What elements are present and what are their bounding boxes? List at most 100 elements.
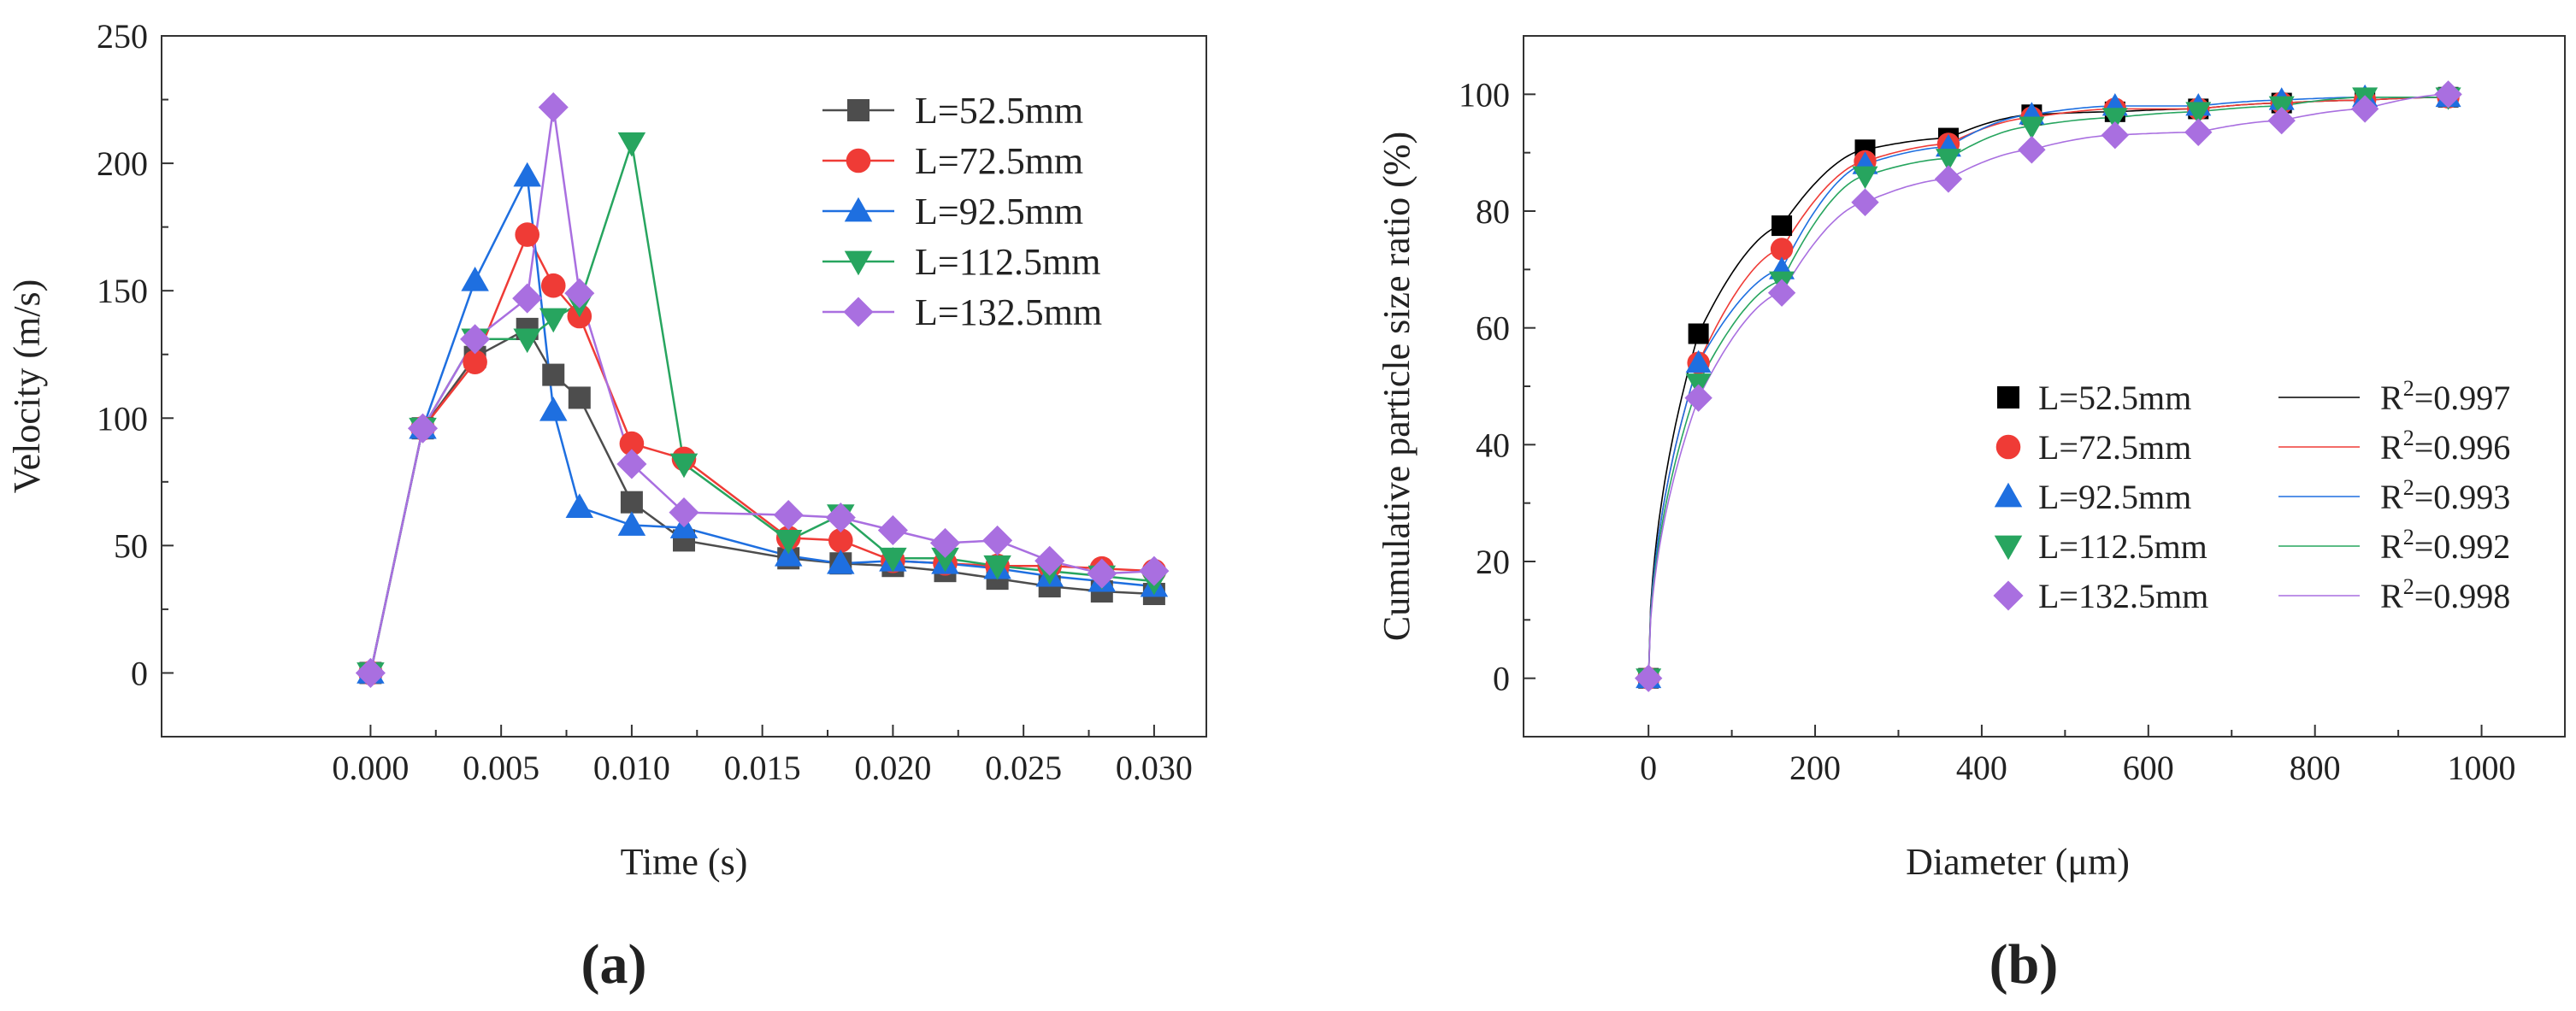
panel-b-x-tick-label: 1000 — [2448, 749, 2516, 787]
panel-a-x-tick-label: 0.015 — [724, 749, 801, 787]
panel-b-legend-label: L=72.5mm — [2038, 428, 2191, 467]
panel-b-label: (b) — [1989, 933, 2059, 996]
panel-b-data-point — [2350, 95, 2379, 123]
panel-a-y-tick-label: 50 — [114, 526, 148, 565]
panel-a-y-tick-label: 150 — [97, 272, 148, 310]
panel-a-data-point — [542, 363, 565, 386]
panel-a-y-tick-label: 250 — [97, 17, 148, 56]
panel-a-data-point — [538, 91, 569, 123]
panel-a-data-point — [461, 267, 489, 291]
panel-a-y-axis-label: Velocity (m/s) — [6, 279, 48, 494]
panel-b-data-point — [1935, 149, 1961, 172]
panel-a-data-point — [620, 491, 643, 514]
panel-b-x-axis-label: Diameter (μm) — [1906, 841, 2130, 883]
panel-a-legend-label: L=72.5mm — [915, 140, 1083, 182]
panel-a-y-tick-label: 200 — [97, 144, 148, 183]
panel-b-data-point — [1851, 188, 1879, 216]
panel-b-data-point — [1852, 166, 1878, 189]
panel-a-data-point — [828, 528, 853, 553]
panel-a-data-point — [568, 386, 591, 409]
panel-a-x-tick-label: 0.005 — [463, 749, 539, 787]
panel-a-x-tick-label: 0.000 — [332, 749, 409, 787]
panel-a-data-point — [931, 547, 959, 573]
panel-b-y-tick-label: 60 — [1476, 309, 1510, 348]
panel-a-velocity-chart: 0.000 0.005 0.010 0.015 0.020 0.025 0.030 0 50 10… — [6, 17, 1207, 996]
panel-a-data-point — [616, 449, 647, 479]
panel-b-data-point — [2267, 106, 2296, 135]
panel-b-legend-marker — [1993, 580, 2024, 611]
panel-b-data-point — [1634, 664, 1663, 692]
panel-b-legend-r2: R2=0.998 — [2380, 574, 2510, 615]
panel-b-legend-r2: R2=0.993 — [2380, 475, 2510, 516]
panel-b-legend-marker — [1994, 482, 2023, 508]
panel-a-legend-label: L=132.5mm — [915, 291, 1102, 333]
panel-a-data-point — [512, 283, 543, 314]
panel-b-legend-marker — [1994, 535, 2023, 561]
panel-a-data-point — [1035, 545, 1065, 576]
panel-a-x-tick-label: 0.030 — [1116, 749, 1193, 787]
panel-b-legend-marker — [1997, 386, 2019, 409]
panel-b-y-tick-label: 100 — [1459, 75, 1510, 114]
panel-b-data-point — [2434, 80, 2462, 109]
panel-b-data-point — [1767, 279, 1796, 307]
panel-a-data-point — [983, 555, 1011, 580]
panel-b-legend-label: L=132.5mm — [2038, 577, 2208, 615]
panel-a-x-tick-label: 0.020 — [854, 749, 931, 787]
panel-a-data-point — [1087, 558, 1117, 589]
panel-a-data-point — [515, 222, 539, 247]
panel-a-plot-frame — [161, 35, 1207, 738]
panel-a-data-point — [565, 493, 594, 518]
panel-b-y-tick-label: 80 — [1476, 192, 1510, 231]
panel-b-legend-r2: R2=0.997 — [2380, 376, 2510, 417]
panel-a-data-point — [539, 308, 568, 333]
panel-a-series-line-3 — [369, 172, 1155, 673]
panel-a-series-line-5 — [369, 107, 1154, 673]
panel-a-data-point — [564, 278, 595, 309]
panel-a-data-point — [540, 273, 566, 298]
panel-a-y-tick-label: 100 — [97, 399, 148, 438]
panel-a-data-point — [1139, 555, 1170, 586]
panel-a-data-point — [879, 547, 907, 573]
panel-b-legend-label: L=52.5mm — [2038, 379, 2191, 417]
panel-b-data-point — [2184, 118, 2213, 146]
panel-b-data-point — [1685, 350, 1712, 373]
panel-b-data-point — [1684, 384, 1712, 412]
panel-a-data-point — [774, 530, 803, 555]
panel-a-label: (a) — [581, 933, 647, 996]
panel-b-y-tick-label: 40 — [1476, 426, 1510, 464]
panel-b-data-point — [2185, 102, 2212, 125]
panel-a-data-point — [407, 413, 439, 444]
panel-b-legend-label: L=112.5mm — [2038, 527, 2208, 566]
panel-a-data-point — [669, 497, 699, 528]
panel-a-data-point — [982, 525, 1013, 555]
panel-a-series-line-1 — [369, 327, 1154, 673]
panel-b-data-point — [2018, 136, 2046, 164]
panel-b-data-point — [1688, 323, 1709, 344]
panel-a-x-axis-label: Time (s) — [621, 841, 748, 883]
panel-a-data-point — [460, 324, 491, 355]
panel-b-x-tick-label: 600 — [2123, 749, 2174, 787]
panel-a-data-point — [513, 162, 541, 187]
panel-b-data-point — [1934, 165, 1963, 193]
panel-a-data-point — [669, 453, 699, 479]
panel-a-y-tick-label: 0 — [131, 654, 148, 692]
panel-b-x-tick-label: 200 — [1789, 749, 1841, 787]
panel-a-series-line-4 — [369, 142, 1155, 673]
panel-b-legend-r2: R2=0.996 — [2380, 426, 2510, 467]
panel-b-y-tick-label: 20 — [1476, 543, 1510, 581]
panel-a-data-point — [929, 527, 961, 558]
panel-a-data-point — [617, 511, 646, 536]
panel-a-data-point — [773, 500, 804, 531]
panel-a-legend-label: L=112.5mm — [915, 241, 1101, 283]
panel-a-series-line-2 — [369, 232, 1154, 673]
panel-b-y-tick-label: 0 — [1493, 660, 1510, 698]
panel-b-legend-label: L=92.5mm — [2038, 478, 2191, 516]
panel-b-legend-r2: R2=0.992 — [2380, 525, 2510, 566]
panel-a-legend-marker — [843, 297, 874, 327]
panel-b-data-point — [1770, 238, 1794, 261]
panel-a-data-point — [617, 132, 646, 157]
panel-a-data-point — [877, 514, 908, 546]
panel-a-data-point — [825, 503, 856, 533]
panel-a-data-point — [827, 549, 855, 574]
